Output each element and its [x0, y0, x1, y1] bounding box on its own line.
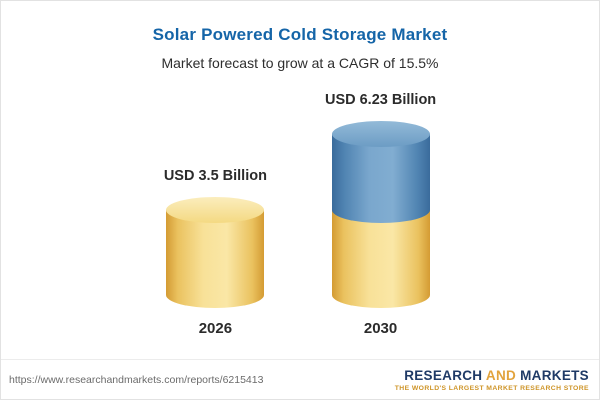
bar-group-2026: USD 3.5 Billion 2026: [164, 168, 267, 337]
value-label-2030: USD 6.23 Billion: [324, 91, 437, 108]
chart-header: Solar Powered Cold Storage Market Market…: [1, 1, 599, 71]
cylinder-2026: [166, 197, 265, 308]
bar-group-2030: USD 6.23 Billion 2030: [325, 92, 436, 337]
cylinder-lower-segment-2030: [331, 210, 430, 308]
chart-title: Solar Powered Cold Storage Market: [152, 25, 448, 44]
category-label-2026: 2026: [198, 320, 233, 337]
cylinder-top-face-2030: [331, 120, 430, 147]
cylinder-chart: USD 3.5 Billion 2026 USD 6.23 Billion 20…: [1, 73, 599, 337]
logo-tagline: THE WORLD'S LARGEST MARKET RESEARCH STOR…: [394, 384, 589, 392]
logo-word-research: RESEARCH: [404, 367, 483, 383]
logo-wordmark: RESEARCH AND MARKETS: [395, 368, 589, 383]
cylinder-upper-segment-2030: [331, 133, 430, 223]
category-label-2030: 2030: [363, 320, 398, 337]
cylinder-2030: [331, 120, 430, 308]
report-url: https://www.researchandmarkets.com/repor…: [9, 373, 264, 386]
value-label-2026: USD 3.5 Billion: [163, 168, 267, 184]
footer: https://www.researchandmarkets.com/repor…: [1, 359, 599, 399]
chart-subtitle: Market forecast to grow at a CAGR of 15.…: [161, 55, 439, 71]
logo-word-and: AND: [485, 367, 517, 383]
researchandmarkets-logo: RESEARCH AND MARKETS THE WORLD'S LARGEST…: [395, 368, 589, 392]
logo-word-markets: MARKETS: [520, 367, 589, 383]
cylinder-body-2026: [166, 210, 265, 308]
cylinder-top-face-2026: [166, 197, 265, 223]
